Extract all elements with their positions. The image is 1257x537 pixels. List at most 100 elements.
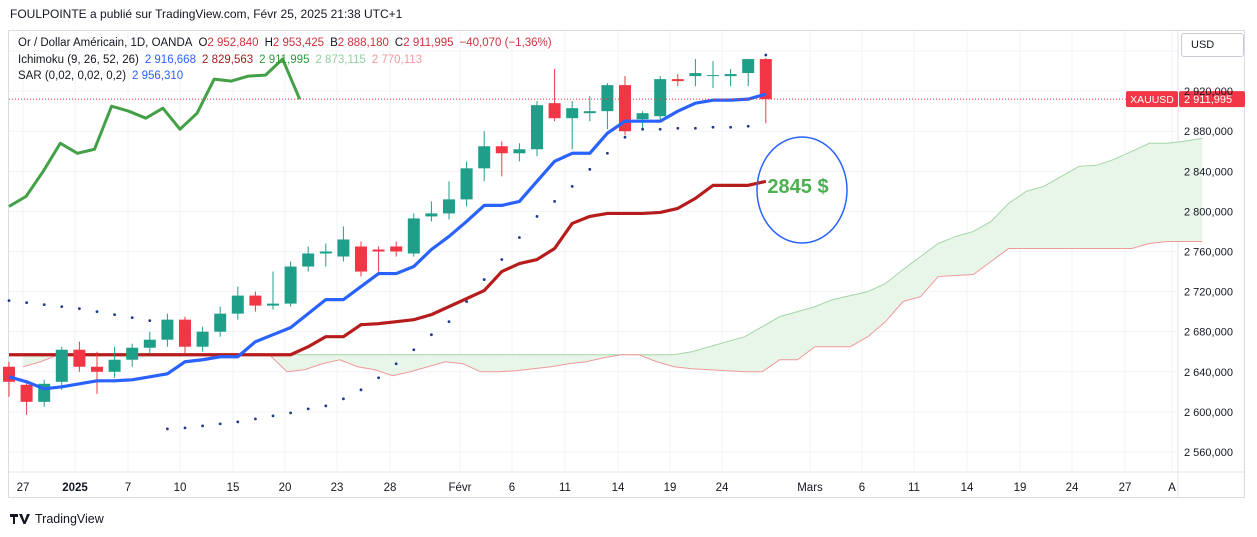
sar-value: 2 956,310 — [132, 70, 184, 82]
candle-body — [531, 105, 543, 150]
candle-body — [302, 253, 315, 267]
footer-brand: TradingView — [35, 512, 104, 526]
sar-dot — [658, 127, 662, 131]
sar-dot — [606, 151, 609, 155]
sar-dot — [95, 310, 99, 314]
cloud-segment — [1043, 176, 1062, 249]
candle-body — [55, 349, 68, 382]
candle-body — [707, 75, 719, 77]
candle-body — [443, 199, 455, 214]
candle-body — [513, 149, 526, 154]
ichimoku-lagging-value: 2 911,995 — [259, 53, 310, 66]
x-tick-label: 11 — [908, 482, 920, 494]
candle-body — [284, 266, 297, 304]
sar-dot — [676, 126, 680, 130]
candle-body — [390, 246, 403, 252]
price-tag-symbol: XAUUSD — [1130, 94, 1174, 106]
sar-dot — [729, 125, 732, 129]
cloud-segment — [304, 354, 323, 370]
cloud-segment — [287, 354, 305, 372]
sar-dot — [130, 316, 134, 320]
cloud-segment — [1149, 143, 1167, 244]
cloud-segment — [1114, 151, 1132, 249]
sar-dot — [254, 417, 257, 421]
ichimoku-spanb-value: 2 770,113 — [371, 53, 423, 66]
cloud-segment — [832, 295, 851, 347]
cloud-segment — [1131, 143, 1150, 249]
sar-dot — [289, 411, 292, 415]
ichimoku-spana-value: 2 873,115 — [315, 53, 366, 66]
price-tag-value-bg — [1179, 91, 1245, 108]
cloud-segment — [392, 354, 411, 376]
y-tick-label: 2 880,000 — [1184, 126, 1233, 138]
candle-body — [196, 331, 209, 347]
sar-dot — [588, 167, 592, 171]
legend: Or / Dollar Américain, 1D, OANDA O2 952,… — [18, 35, 552, 85]
candle-body — [337, 239, 350, 257]
candle-body — [161, 319, 174, 340]
annotation-text: 2845 $ — [767, 176, 828, 198]
sar-dot — [359, 388, 363, 392]
kijun-sen — [9, 179, 767, 357]
sar-dot — [482, 278, 486, 281]
cloud-segment — [903, 256, 921, 302]
y-tick-label: 2 680,000 — [1184, 327, 1233, 339]
candle-body — [143, 339, 156, 348]
cloud-segment — [955, 231, 974, 276]
annotation-circle — [756, 136, 848, 244]
y-tick-label: 2 920,000 — [1184, 86, 1233, 98]
sar-dot — [447, 320, 451, 324]
cloud-segment — [762, 316, 780, 372]
tenkan-sen — [8, 92, 767, 391]
candles — [3, 58, 772, 415]
sar-dot — [570, 184, 574, 188]
candle-body — [478, 146, 491, 169]
candle-body — [73, 349, 86, 367]
lagging-span-line — [8, 57, 302, 208]
x-tick-label: 6 — [509, 482, 515, 494]
cloud-segment — [973, 221, 991, 275]
sar-dot — [166, 427, 169, 431]
open-label: O — [198, 37, 208, 49]
x-tick-label: 10 — [174, 482, 187, 494]
cloud-segment — [674, 351, 692, 369]
candle-body — [724, 74, 737, 77]
sar-dot — [518, 236, 521, 239]
publisher-line: FOULPOINTE a publié sur TradingView.com,… — [10, 7, 403, 21]
candle-body — [495, 146, 508, 154]
chart-frame — [8, 30, 1245, 498]
candle-body — [126, 347, 139, 360]
close-value: 2 911,995 — [403, 37, 454, 49]
y-tick-label: 2 800,000 — [1184, 206, 1233, 218]
change-value: −40,070 (−1,36%) — [459, 37, 552, 49]
y-tick-label: 2 720,000 — [1184, 287, 1233, 299]
sar-dot — [60, 305, 64, 309]
x-tick-label: 14 — [612, 482, 625, 494]
sar-dot — [500, 258, 504, 261]
candle-body — [267, 303, 279, 306]
cloud-segment — [1079, 165, 1097, 249]
x-tick-label: 19 — [664, 482, 677, 494]
high-label: H — [264, 37, 273, 49]
candle-body — [654, 79, 667, 117]
candle-body — [20, 384, 33, 402]
sar-dot — [271, 414, 275, 418]
sar-dot — [183, 426, 187, 430]
sar-dot — [535, 215, 539, 218]
cloud-segment — [568, 354, 587, 364]
cloud-segment — [779, 311, 798, 360]
currency-button[interactable]: USD — [1181, 33, 1244, 57]
y-tick-label: 2 840,000 — [1184, 166, 1233, 178]
candle-body — [460, 168, 473, 200]
x-tick-label: 20 — [279, 482, 292, 494]
candle-body — [742, 59, 755, 74]
price-tag-value: 2 911,995 — [1184, 94, 1232, 106]
x-tick-label: 24 — [1066, 482, 1079, 494]
cloud-segment — [920, 243, 939, 297]
tenkan-line — [8, 92, 767, 391]
footer: TradingView — [10, 512, 104, 526]
cloud-segment — [427, 354, 446, 367]
sar-dot — [42, 303, 46, 307]
x-tick-label: 28 — [384, 482, 397, 494]
